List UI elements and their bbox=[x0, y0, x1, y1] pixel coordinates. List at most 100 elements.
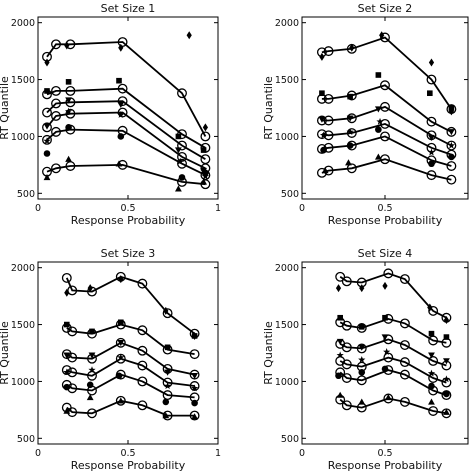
fitted-point bbox=[399, 369, 410, 380]
fitted-point bbox=[177, 140, 187, 151]
fitted-point bbox=[162, 308, 173, 319]
observed-point bbox=[428, 160, 435, 168]
fitted-point bbox=[399, 357, 410, 368]
fitted-point bbox=[137, 360, 148, 371]
fitted-point bbox=[426, 116, 437, 127]
fitted-point bbox=[51, 39, 61, 50]
y-axis-label: RT Quantile bbox=[0, 76, 11, 140]
observed-point bbox=[358, 369, 366, 376]
observed-point bbox=[162, 398, 170, 406]
fitted-point bbox=[341, 342, 352, 353]
fitted-point bbox=[200, 154, 211, 165]
observed-point bbox=[117, 397, 125, 404]
observed-point bbox=[337, 314, 343, 321]
fitted-point bbox=[426, 74, 437, 85]
observed-point bbox=[162, 412, 170, 419]
fitted-point bbox=[341, 359, 352, 370]
observed-point bbox=[375, 72, 382, 78]
x-tick-label: 0 bbox=[35, 448, 41, 459]
fitted-point bbox=[137, 400, 148, 411]
fitted-point bbox=[177, 88, 187, 99]
observed-point bbox=[88, 352, 96, 359]
series-line bbox=[321, 36, 453, 110]
observed-point bbox=[44, 88, 50, 94]
fitted-point bbox=[51, 126, 61, 137]
observed-point bbox=[201, 172, 210, 180]
observed-point bbox=[428, 134, 435, 141]
observed-point bbox=[202, 123, 208, 132]
y-tick-label: 2000 bbox=[11, 18, 35, 29]
fitted-point bbox=[356, 343, 367, 354]
fitted-point bbox=[426, 170, 437, 181]
observed-point bbox=[428, 58, 435, 67]
y-tick-label: 1500 bbox=[275, 75, 299, 86]
observed-point bbox=[321, 167, 329, 174]
observed-point bbox=[118, 275, 124, 284]
observed-point bbox=[383, 348, 391, 355]
observed-point bbox=[63, 368, 71, 376]
fitted-point bbox=[189, 381, 200, 391]
fitted-point bbox=[323, 93, 334, 104]
observed-point bbox=[186, 31, 192, 40]
fitted-point bbox=[346, 113, 357, 124]
observed-point bbox=[164, 369, 171, 376]
observed-point bbox=[443, 358, 450, 365]
observed-point bbox=[43, 123, 51, 130]
y-axis-label: RT Quantile bbox=[262, 76, 275, 140]
observed-point bbox=[200, 167, 207, 174]
observed-point bbox=[117, 133, 125, 140]
observed-point bbox=[379, 31, 385, 40]
observed-point bbox=[320, 146, 327, 154]
x-axis-label: Response Probability bbox=[328, 459, 443, 472]
fitted-point bbox=[51, 98, 61, 109]
observed-point bbox=[175, 185, 182, 192]
y-axis-label: RT Quantile bbox=[0, 321, 11, 385]
fitted-point bbox=[117, 83, 128, 94]
observed-point bbox=[384, 393, 392, 401]
fitted-point bbox=[323, 46, 334, 57]
x-tick-label: 0 bbox=[35, 203, 41, 214]
x-tick-label: 1 bbox=[215, 448, 221, 459]
y-axis-label: RT Quantile bbox=[262, 321, 275, 385]
observed-point bbox=[376, 117, 384, 125]
fitted-point bbox=[399, 318, 410, 329]
observed-point bbox=[443, 408, 450, 415]
observed-point bbox=[117, 101, 125, 108]
fitted-point bbox=[137, 345, 148, 356]
observed-point bbox=[44, 58, 50, 67]
y-tick-label: 500 bbox=[281, 189, 299, 200]
fitted-point bbox=[42, 134, 52, 145]
observed-point bbox=[319, 90, 325, 97]
y-tick-label: 2000 bbox=[11, 263, 35, 274]
observed-point bbox=[64, 288, 70, 297]
series-line bbox=[321, 158, 452, 181]
observed-point bbox=[178, 174, 186, 181]
observed-point bbox=[191, 399, 198, 407]
series-line bbox=[339, 317, 447, 344]
chart-panel-2: 0 0.5 500 1000 1500 2000 Set Size 2 Response Pr… bbox=[262, 2, 469, 227]
observed-point bbox=[64, 321, 70, 328]
observed-point bbox=[175, 133, 182, 140]
observed-point bbox=[65, 124, 72, 131]
fitted-point bbox=[341, 276, 352, 287]
observed-point bbox=[374, 153, 382, 160]
fitted-point bbox=[117, 96, 128, 107]
fitted-point bbox=[67, 326, 78, 337]
y-tick-label: 1500 bbox=[11, 320, 35, 331]
observed-point bbox=[63, 383, 71, 391]
observed-point bbox=[117, 353, 125, 361]
chart-panel-4: 0 0.5 500 1000 1500 2000 Set Size 4 Response Pr… bbox=[262, 247, 469, 472]
x-axis-label: Response Probability bbox=[71, 459, 186, 472]
observed-point bbox=[43, 137, 51, 145]
observed-point bbox=[88, 366, 96, 374]
fitted-point bbox=[137, 376, 148, 387]
observed-point bbox=[375, 126, 382, 133]
observed-point bbox=[349, 43, 355, 52]
observed-point bbox=[190, 384, 199, 392]
fitted-point bbox=[51, 85, 61, 96]
observed-point bbox=[447, 141, 456, 149]
fitted-point bbox=[323, 115, 334, 126]
observed-point bbox=[443, 390, 450, 398]
observed-point bbox=[448, 107, 454, 116]
fitted-point bbox=[189, 410, 200, 421]
